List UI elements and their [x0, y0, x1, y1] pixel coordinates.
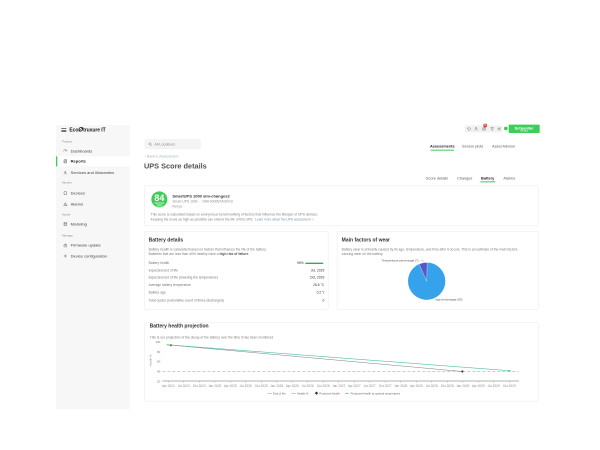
- svg-text:Apr 2026: Apr 2026: [286, 384, 299, 388]
- svg-text:Apr 2027: Apr 2027: [348, 384, 361, 388]
- svg-text:Age percentage (93): Age percentage (93): [435, 298, 462, 302]
- svg-text:Apr 2024: Apr 2024: [162, 384, 175, 388]
- svg-text:Health %: Health %: [297, 391, 309, 395]
- svg-text:Oct 2028: Oct 2028: [441, 384, 454, 388]
- svg-text:40: 40: [157, 369, 161, 373]
- svg-text:Apr 2029: Apr 2029: [472, 384, 485, 388]
- svg-text:Oct 2025: Oct 2025: [255, 384, 268, 388]
- svg-text:Jul 2026: Jul 2026: [302, 384, 314, 388]
- svg-text:Oct 2026: Oct 2026: [317, 384, 330, 388]
- svg-text:Jul 2029: Jul 2029: [488, 384, 500, 388]
- svg-text:Jan 2025: Jan 2025: [208, 384, 221, 388]
- svg-text:Oct 2027: Oct 2027: [379, 384, 392, 388]
- svg-text:Health %: Health %: [149, 354, 153, 366]
- svg-text:80: 80: [157, 350, 161, 354]
- svg-text:Jul 2024: Jul 2024: [178, 384, 190, 388]
- svg-text:Jan 2028: Jan 2028: [394, 384, 407, 388]
- svg-text:Jul 2028: Jul 2028: [426, 384, 438, 388]
- svg-text:20: 20: [157, 379, 161, 383]
- svg-text:Jul 2025: Jul 2025: [240, 384, 252, 388]
- svg-text:Oct 2024: Oct 2024: [193, 384, 206, 388]
- svg-text:Temperature percentage (7): Temperature percentage (7): [382, 259, 419, 263]
- svg-text:Projected health: Projected health: [319, 391, 340, 395]
- svg-text:Jan 2029: Jan 2029: [456, 384, 469, 388]
- svg-text:Jan 2026: Jan 2026: [270, 384, 283, 388]
- svg-text:Jul 2027: Jul 2027: [364, 384, 376, 388]
- svg-text:Projected health at optimal te: Projected health at optimal temperature: [351, 391, 401, 395]
- svg-text:Jan 2027: Jan 2027: [332, 384, 345, 388]
- svg-text:Apr 2025: Apr 2025: [224, 384, 237, 388]
- svg-text:Oct 2029: Oct 2029: [503, 384, 516, 388]
- svg-text:Apr 2028: Apr 2028: [410, 384, 423, 388]
- svg-text:60: 60: [157, 360, 161, 364]
- svg-text:100: 100: [155, 340, 160, 344]
- svg-text:End of life: End of life: [273, 391, 286, 395]
